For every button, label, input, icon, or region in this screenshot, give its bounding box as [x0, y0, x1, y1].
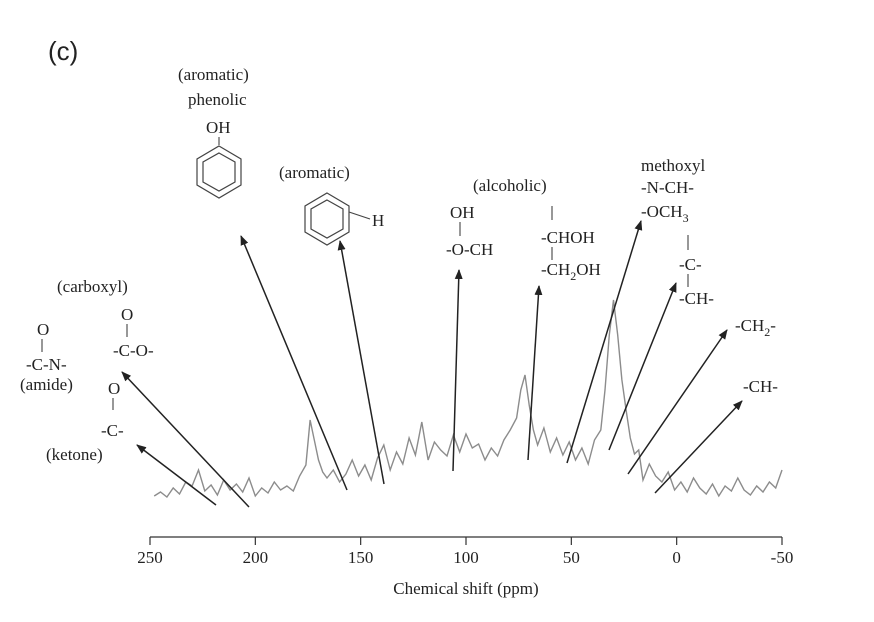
x-tick-label: 200	[243, 548, 269, 567]
arrow-amide-carboxyl	[121, 371, 250, 508]
ether-label: -O-CH	[446, 240, 493, 259]
x-tick-label: 0	[672, 548, 681, 567]
panel-label: (c)	[48, 36, 78, 66]
chohh-label: -CHOH	[541, 228, 595, 247]
x-tick-label: -50	[771, 548, 794, 567]
phenolic-aromatic-label: (aromatic)	[178, 65, 249, 84]
x-tick-label: 50	[563, 548, 580, 567]
x-tick-label: 250	[137, 548, 163, 567]
phenolic-oh: OH	[206, 118, 231, 137]
amide-oxygen: O	[37, 320, 49, 339]
och3-label: -OCH3	[641, 202, 689, 225]
arrow-methoxyl	[566, 220, 643, 464]
benzene-ring-icon	[304, 192, 371, 246]
ketone-name: (ketone)	[46, 445, 103, 464]
hydroxyl-label: OH	[450, 203, 475, 222]
arrow-ch	[654, 400, 743, 494]
ch2oh-label: -CH2OH	[541, 260, 601, 283]
aromatic-name: (aromatic)	[279, 163, 350, 182]
alcoholic-name: (alcoholic)	[473, 176, 547, 195]
arrow-aromatic	[337, 240, 385, 485]
carboxyl-oxygen: O	[121, 305, 133, 324]
arrow-oh-och	[452, 269, 463, 472]
x-tick-label: 100	[453, 548, 479, 567]
ch-label-b: -CH-	[743, 377, 778, 396]
carboxyl-name: (carboxyl)	[57, 277, 128, 296]
phenol-ring-icon	[196, 145, 242, 199]
arrow-alcoholic	[527, 285, 543, 461]
amide-name: (amide)	[20, 375, 73, 394]
arrow-c-ch	[608, 282, 677, 451]
arrow-ketone	[136, 444, 217, 506]
x-ticks: 250 200 150 100 50 0 -50	[137, 537, 793, 567]
ketone-oxygen: O	[108, 379, 120, 398]
ch2-label: -CH2-	[735, 316, 776, 339]
methoxyl-name: methoxyl	[641, 156, 705, 175]
x-tick-label: 150	[348, 548, 374, 567]
aromatic-h: H	[372, 211, 384, 230]
ch-label-a: -CH-	[679, 289, 714, 308]
ketone-group: -C-	[101, 421, 124, 440]
phenolic-name: phenolic	[188, 90, 247, 109]
c-label: -C-	[679, 255, 702, 274]
amide-group: -C-N-	[26, 355, 67, 374]
x-axis-label: Chemical shift (ppm)	[393, 579, 538, 598]
spectrum-trace	[153, 299, 783, 499]
arrow-phenolic	[240, 235, 348, 491]
nch-label: -N-CH-	[641, 178, 694, 197]
carboxyl-group: -C-O-	[113, 341, 154, 360]
arrow-ch2	[627, 329, 728, 475]
